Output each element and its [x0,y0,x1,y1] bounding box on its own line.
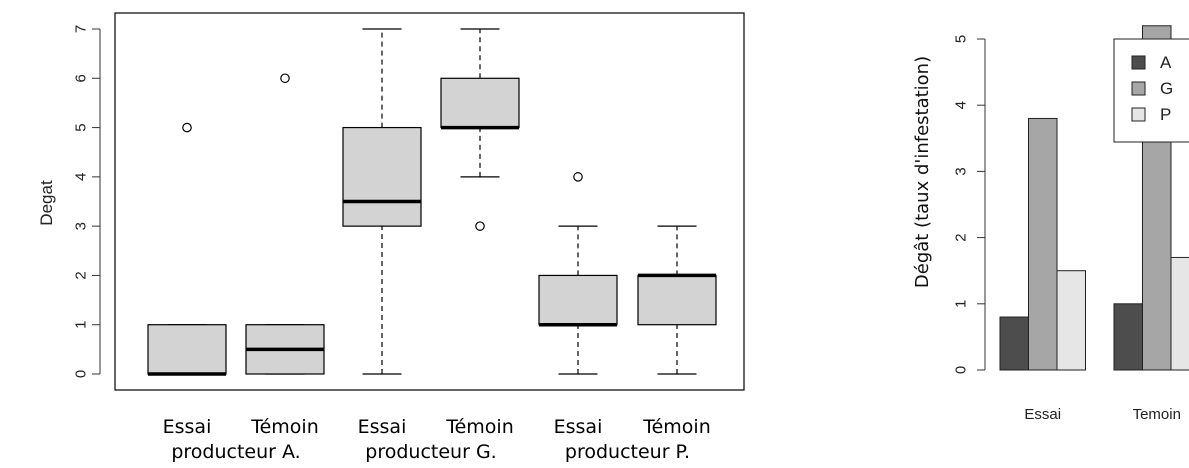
boxplot-y-tick-label: 7 [72,25,89,33]
bar-legend-swatch-G [1131,81,1146,96]
bar-y-tick-label: 0 [952,366,969,374]
bar-y-tick-label: 5 [952,35,969,43]
boxplot-y-tick-label: 3 [72,222,89,230]
boxplot-y-tick-label: 5 [72,123,89,131]
box-outlier [280,73,290,84]
box-iqr [440,77,520,129]
boxplot-y-tick-label: 6 [72,74,89,82]
box-2 [245,73,325,375]
bar-legend-label: A [1160,53,1172,72]
boxplot-y-tick-label: 1 [72,321,89,329]
bar-P-Temoin [1170,256,1189,371]
boxplot-y-axis-title: Degat [37,180,56,226]
bar-legend-label: G [1160,79,1173,98]
boxplot-boxes [147,28,717,376]
box-category-label: Témoin [445,416,514,438]
box-4 [440,28,520,231]
boxplot-y-tick-label: 4 [72,173,89,181]
bar-y-axis-title: Dégât (taux d'infestation) [912,56,933,288]
bar-legend-swatch-A [1131,55,1146,70]
boxplot-category-labels: Essai Témoin Essai Témoin Essai Témoin product… [163,416,711,463]
box-outlier [573,172,583,182]
bar-P-Essai [1056,270,1086,371]
box-group-label: producteur A. [171,441,300,463]
bar-A-Temoin [1113,303,1143,371]
bar-y-tick-label: 4 [952,101,969,109]
bar-legend: AGP [1113,38,1189,143]
bar-y-tick-label: 1 [952,300,969,308]
bar-legend-label: P [1160,105,1171,124]
bar-category-label: Essai [1024,406,1061,423]
box-group-label: producteur G. [365,441,496,463]
boxplot-y-tick-label: 2 [72,271,89,279]
box-category-label: Témoin [250,416,319,438]
bar-y-tick-label: 2 [952,233,969,241]
box-outlier [182,122,192,133]
box-iqr [637,274,717,326]
box-iqr [538,274,618,326]
bar-category-label: Temoin [1133,406,1181,423]
box-1 [147,122,227,376]
box-group-label: producteur P. [565,441,690,463]
boxplot-frame [114,12,745,391]
box-iqr [342,126,422,227]
bar-y-tick-label: 3 [952,167,969,175]
box-category-label: Témoin [642,416,711,438]
box-5 [538,172,618,375]
box-outlier [475,221,485,231]
bar-A-Essai [999,316,1029,371]
box-6 [637,225,717,375]
box-category-label: Essai [554,416,603,438]
boxplot-y-axis: 0 1 2 3 4 5 6 7 [72,25,101,378]
box-iqr [147,324,227,375]
boxplot-y-tick-label: 0 [72,370,89,378]
bar-G-Essai [1028,117,1058,371]
bar-category-labels: Essai Temoin [1024,406,1181,423]
bar-chart: 0 1 2 3 4 5 Dégât (taux d'infestation) Essai T… [912,25,1189,423]
box-category-label: Essai [163,416,212,438]
box-category-label: Essai [358,416,407,438]
box-3 [342,28,422,375]
bar-y-axis: 0 1 2 3 4 5 [952,35,985,374]
bar-legend-box [1113,38,1189,143]
bar-legend-swatch-P [1131,107,1146,122]
